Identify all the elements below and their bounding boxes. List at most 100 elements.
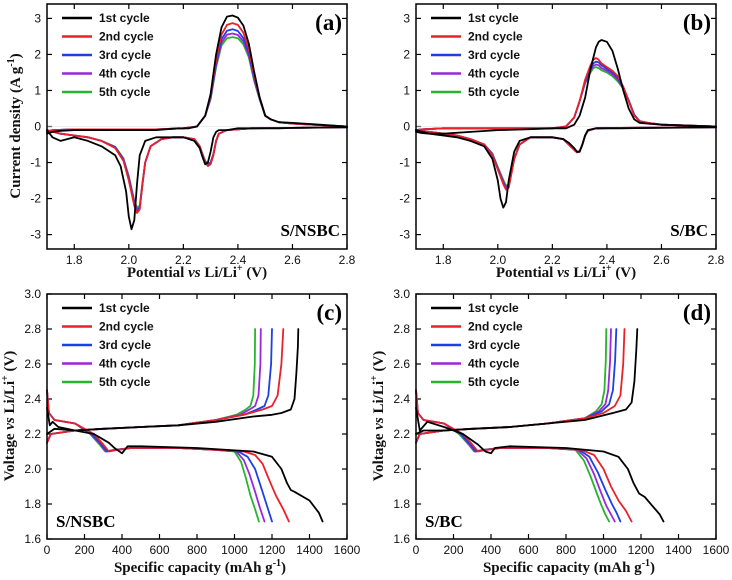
y-tick-label: -1	[399, 156, 410, 170]
legend-label: 1st cycle	[99, 11, 150, 25]
series-2nd-cycle	[415, 57, 717, 191]
series-4th-cycle	[46, 389, 266, 523]
legend-label: 2nd cycle	[99, 30, 154, 44]
panel-b-label: (b)	[683, 10, 711, 35]
legend-label: 2nd cycle	[468, 320, 523, 334]
panel-b-frame	[415, 3, 717, 250]
x-tick-label: 800	[556, 543, 576, 557]
panel-c-frame	[46, 293, 348, 540]
panel-d-label: (d)	[683, 300, 711, 325]
y-tick-label: 1.6	[393, 532, 410, 546]
series-3rd-cycle	[46, 28, 348, 213]
panel-a-y-axis-label: Current density (A g-1)	[6, 53, 24, 198]
x-tick-label: 800	[187, 543, 207, 557]
y-tick-label: 3.0	[393, 287, 410, 301]
y-tick-label: 2.4	[393, 392, 410, 406]
x-tick-label: 2.0	[489, 253, 506, 267]
x-tick-label: 2.2	[544, 253, 561, 267]
series-5th-cycle	[415, 389, 610, 523]
y-tick-label: 1.8	[24, 497, 41, 511]
y-tick-label: 1.6	[24, 532, 41, 546]
legend-label: 4th cycle	[99, 357, 151, 371]
y-tick-label: 2.6	[393, 357, 410, 371]
panel-c-x-axis-label: Specific capacity (mAh g-1)	[114, 558, 286, 576]
legend-label: 2nd cycle	[468, 30, 523, 44]
x-tick-label: 2.8	[339, 253, 356, 267]
panel-d-x-axis-label: Specific capacity (mAh g-1)	[483, 558, 655, 576]
y-tick-label: 2.2	[393, 427, 410, 441]
series-1st-cycle	[46, 406, 324, 523]
y-tick-label: 1.8	[393, 497, 410, 511]
x-tick-label: 2.4	[230, 253, 247, 267]
panel-c-label: (c)	[316, 300, 342, 325]
x-tick-label: 2.6	[653, 253, 670, 267]
panel-a-sample-name: S/NSBC	[280, 221, 340, 240]
x-tick-label: 1.8	[435, 253, 452, 267]
legend-label: 5th cycle	[468, 375, 520, 389]
legend-label: 4th cycle	[468, 357, 520, 371]
series-3rd-cycle	[415, 389, 622, 523]
legend-label: 3rd cycle	[99, 48, 151, 62]
y-tick-label: 2.4	[24, 392, 41, 406]
legend-label: 5th cycle	[99, 85, 151, 99]
y-tick-label: 3	[34, 11, 41, 25]
x-tick-label: 2.6	[284, 253, 301, 267]
y-tick-label: 0	[403, 120, 410, 134]
panel-d-sample-name: S/BC	[425, 512, 463, 531]
x-tick-label: 2.4	[599, 253, 616, 267]
x-tick-label: 1200	[259, 543, 286, 557]
y-tick-label: -3	[399, 228, 410, 242]
x-tick-label: 400	[112, 543, 132, 557]
panel-c-sample-name: S/NSBC	[56, 512, 116, 531]
series-1st-cycle	[415, 39, 717, 209]
series-2nd-cycle	[46, 22, 348, 214]
panel-a-frame	[46, 3, 348, 250]
series-1st-cycle	[46, 14, 348, 231]
legend-label: 1st cycle	[468, 11, 519, 25]
x-tick-label: 600	[518, 543, 538, 557]
legend-label: 2nd cycle	[99, 320, 154, 334]
panel-d-curves	[415, 328, 665, 523]
panel-a-legend: 1st cycle 2nd cycle 3rd cycle 4th cycle 5th …	[62, 11, 154, 99]
x-tick-label: 1.8	[66, 253, 83, 267]
panel-d-y-axis-label: Voltage vs Li/Li+ (V)	[369, 351, 387, 482]
y-tick-label: 1	[403, 83, 410, 97]
panel-b-sample-name: S/BC	[670, 221, 708, 240]
panel-d: 0 200 400 600 800 1000 1200 1400 1600 3.0 2.8 2.6 2.…	[369, 287, 730, 576]
x-tick-label: 0	[44, 543, 51, 557]
panel-a-label: (a)	[315, 10, 342, 35]
series-5th-cycle	[46, 389, 260, 523]
x-tick-label: 200	[74, 543, 94, 557]
x-tick-label: 1400	[296, 543, 323, 557]
y-tick-label: 2.0	[393, 462, 410, 476]
legend-label: 4th cycle	[99, 67, 151, 81]
series-4th-cycle	[46, 32, 348, 211]
panel-b: 1.8 2.0 2.2 2.4 2.6 2.8 3 2 1 0 -1 -2 -3 (b) S/BC Po…	[399, 3, 725, 281]
panel-d-legend: 1st cycle 2nd cycle 3rd cycle 4th cycle 5th …	[431, 301, 523, 389]
y-tick-label: 0	[34, 120, 41, 134]
y-tick-label: 2.8	[24, 322, 41, 336]
y-tick-label: 2	[34, 47, 41, 61]
y-tick-label: -2	[30, 192, 41, 206]
series-5th-cycle	[46, 36, 348, 209]
panel-a-x-axis-label: Potential vs Li/Li+ (V)	[127, 263, 267, 281]
x-tick-label: 1400	[665, 543, 692, 557]
x-tick-label: 600	[149, 543, 169, 557]
y-tick-label: 2	[403, 47, 410, 61]
x-tick-label: 200	[443, 543, 463, 557]
y-tick-label: 2.2	[24, 427, 41, 441]
panel-b-curves	[415, 39, 717, 209]
y-tick-label: -2	[399, 192, 410, 206]
legend-label: 3rd cycle	[468, 338, 520, 352]
panel-c-legend: 1st cycle 2nd cycle 3rd cycle 4th cycle 5th …	[62, 301, 154, 389]
x-tick-label: 2.0	[120, 253, 137, 267]
series-2nd-cycle	[46, 389, 290, 523]
legend-label: 5th cycle	[99, 375, 151, 389]
legend-label: 3rd cycle	[99, 338, 151, 352]
x-tick-label: 0	[413, 543, 420, 557]
legend-label: 3rd cycle	[468, 48, 520, 62]
y-tick-label: -3	[30, 228, 41, 242]
panel-c: 0 200 400 600 800 1000 1200 1400 1600 3.0 2.8 2.6 2.…	[0, 287, 361, 576]
